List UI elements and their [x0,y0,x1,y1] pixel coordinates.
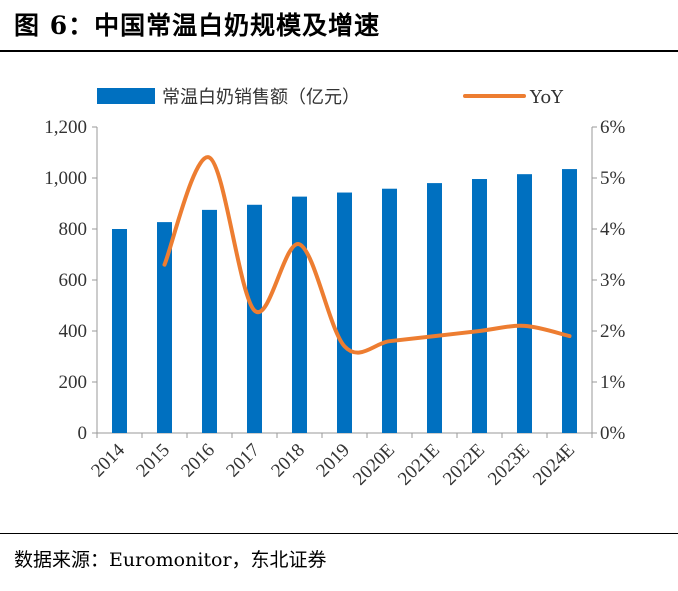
left-tick-label: 400 [59,321,88,342]
legend-line-label: YoY [529,87,564,108]
bar-2018 [292,196,307,433]
x-tick-label: 2019 [312,440,354,482]
x-tick-label: 2015 [132,440,174,482]
left-tick-label: 1,000 [44,168,87,189]
right-tick-label: 3% [600,270,626,291]
yoy-line [162,155,572,355]
bar-2019 [337,192,352,433]
bar-2021E [427,183,442,433]
figure-title: 图 6：中国常温白奶规模及增速 [14,11,381,40]
x-tick-label: 2023E [484,440,534,490]
right-tick-label: 6% [600,117,626,138]
x-tick-label: 2016 [177,440,219,482]
right-tick-label: 5% [600,168,626,189]
x-tick-label: 2024E [529,440,579,490]
right-tick-label: 4% [600,219,626,240]
source-note: 数据来源：Euromonitor，东北证券 [14,549,327,571]
legend-bar-label: 常温白奶销售额（亿元） [162,87,360,108]
bar-2024E [562,169,577,433]
x-tick-label: 2014 [87,439,129,481]
bar-2017 [247,204,262,433]
left-tick-label: 800 [59,219,88,240]
x-tick-label: 2021E [394,440,444,490]
x-tick-label: 2020E [349,440,399,490]
right-tick-label: 0% [600,423,626,444]
left-tick-label: 1,200 [44,117,87,138]
bar-2023E [517,174,532,434]
right-tick-label: 2% [600,321,626,342]
bottom-rule [0,533,678,534]
top-rule [0,50,678,52]
x-tick-label: 2022E [439,440,489,490]
bar-2022E [472,179,487,433]
right-tick-label: 1% [600,372,626,393]
x-tick-label: 2017 [222,440,264,482]
bar-2016 [202,209,217,433]
legend-bar-swatch [97,88,155,104]
left-tick-label: 600 [59,270,88,291]
left-tick-label: 200 [59,372,88,393]
left-tick-label: 0 [78,423,88,444]
bar-2015 [157,222,172,433]
bar-2014 [112,229,127,433]
bar-2020E [382,188,397,433]
x-tick-label: 2018 [267,440,309,482]
